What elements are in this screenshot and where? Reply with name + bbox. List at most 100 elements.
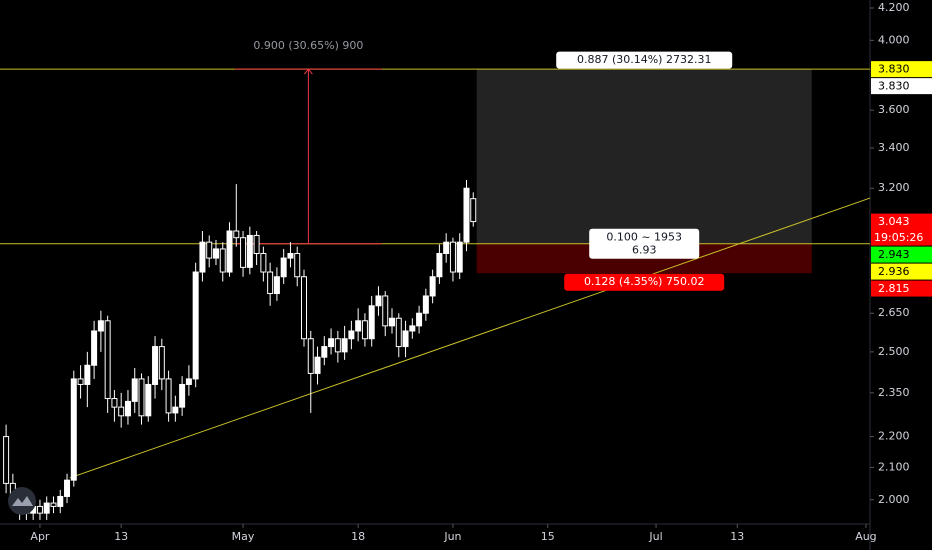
- candle-body: [389, 317, 396, 327]
- candle-body: [375, 295, 382, 307]
- y-tick-label: 3.400: [878, 141, 910, 154]
- candle-body: [199, 241, 206, 273]
- candle-body: [253, 234, 260, 254]
- candle-body: [185, 378, 192, 385]
- price-label-box: [871, 61, 932, 78]
- x-tick-label: 13: [114, 530, 128, 543]
- candle-body: [3, 436, 10, 484]
- candle-body: [300, 276, 307, 340]
- y-tick-label: 2.000: [878, 493, 910, 506]
- x-tick-label: 18: [351, 530, 365, 543]
- candle-body: [124, 400, 131, 417]
- candle-body: [138, 378, 145, 417]
- candle-body: [287, 252, 294, 259]
- price-label-box: [871, 246, 932, 263]
- candle-body: [422, 295, 429, 314]
- x-tick-label: Jun: [443, 530, 461, 543]
- candle-body: [240, 237, 247, 268]
- countdown-label: 19:05:26: [874, 231, 923, 244]
- target-label: 0.887 (30.14%) 2732.31: [577, 53, 712, 66]
- candle-body: [246, 234, 253, 268]
- y-tick-label: 3.200: [878, 181, 910, 194]
- candle-body: [97, 320, 104, 332]
- candle-body: [131, 378, 138, 402]
- candle-body: [470, 198, 477, 223]
- entry-label: 0.100 ~ 1953: [606, 231, 682, 244]
- entry-label: 6.93: [632, 244, 657, 257]
- candle-body: [395, 317, 402, 348]
- candle-body: [361, 320, 368, 340]
- y-tick-label: 3.600: [878, 103, 910, 116]
- candle-body: [57, 495, 64, 507]
- price-label-box: [871, 78, 932, 95]
- candle-body: [449, 241, 456, 273]
- entry-label-box: [589, 228, 700, 259]
- candle-body: [368, 305, 375, 340]
- candle-body: [436, 252, 443, 278]
- candle-body: [172, 406, 179, 414]
- y-tick-label: 2.650: [878, 306, 910, 319]
- y-tick-label: 2.200: [878, 430, 910, 443]
- price-label: 3.830: [878, 80, 910, 93]
- price-label: 2.936: [878, 265, 910, 278]
- stop-label-box: [564, 273, 725, 291]
- price-label-box: [871, 213, 932, 246]
- candle-body: [111, 398, 118, 408]
- candle-body: [84, 364, 91, 385]
- candle-body: [280, 257, 287, 278]
- x-tick-label: May: [232, 530, 255, 543]
- candle-body: [409, 325, 416, 332]
- candle-body: [341, 338, 348, 353]
- candle-body: [294, 252, 301, 278]
- measure-arrowhead: [304, 68, 313, 75]
- candle-body: [348, 330, 355, 340]
- y-tick-label: 2.100: [878, 460, 910, 473]
- y-tick-label: 4.200: [878, 1, 910, 14]
- candle-body: [165, 378, 172, 414]
- candle-body: [158, 346, 165, 380]
- price-label-box: [871, 280, 932, 297]
- candle-body: [443, 241, 450, 254]
- stop-label: 0.128 (4.35%) 750.02: [584, 275, 705, 288]
- candle-body: [463, 187, 470, 243]
- measure-label: 0.900 (30.65%) 900: [253, 39, 363, 52]
- candle-body: [355, 320, 362, 332]
- candle-body: [260, 252, 267, 273]
- candle-body: [64, 479, 71, 497]
- candle-body: [118, 406, 125, 417]
- trend-line: [69, 197, 871, 479]
- candle-body: [219, 248, 226, 273]
- candle-body: [36, 505, 43, 514]
- candle-body: [273, 276, 280, 295]
- price-label: 3.043: [878, 215, 910, 228]
- candle-body: [416, 312, 423, 327]
- price-label: 3.830: [878, 63, 910, 76]
- x-tick-label: 13: [730, 530, 744, 543]
- price-label: 2.815: [878, 282, 910, 295]
- candle-body: [145, 383, 152, 417]
- candle-body: [267, 271, 274, 295]
- candle-body: [192, 271, 199, 380]
- candle-body: [334, 338, 341, 353]
- candle-body: [328, 338, 335, 348]
- candle-body: [402, 330, 409, 348]
- candle-body: [226, 230, 233, 273]
- candle-body: [43, 502, 50, 514]
- candle-body: [152, 346, 159, 385]
- candle-body: [233, 230, 240, 239]
- x-tick-label: Aug: [855, 530, 876, 543]
- candle-body: [77, 378, 84, 385]
- candle-body: [429, 276, 436, 297]
- candle-body: [70, 378, 77, 481]
- x-tick-label: Apr: [30, 530, 50, 543]
- x-tick-label: Jul: [648, 530, 662, 543]
- logo[interactable]: [8, 487, 36, 515]
- candle-body: [179, 383, 186, 408]
- target-label-box: [556, 51, 733, 69]
- candle-body: [314, 356, 321, 374]
- candle-body: [307, 338, 314, 374]
- price-label: 2.943: [878, 248, 910, 261]
- logo-circle[interactable]: [8, 487, 36, 515]
- candle-body: [104, 320, 111, 400]
- logo-mark[interactable]: [12, 496, 33, 506]
